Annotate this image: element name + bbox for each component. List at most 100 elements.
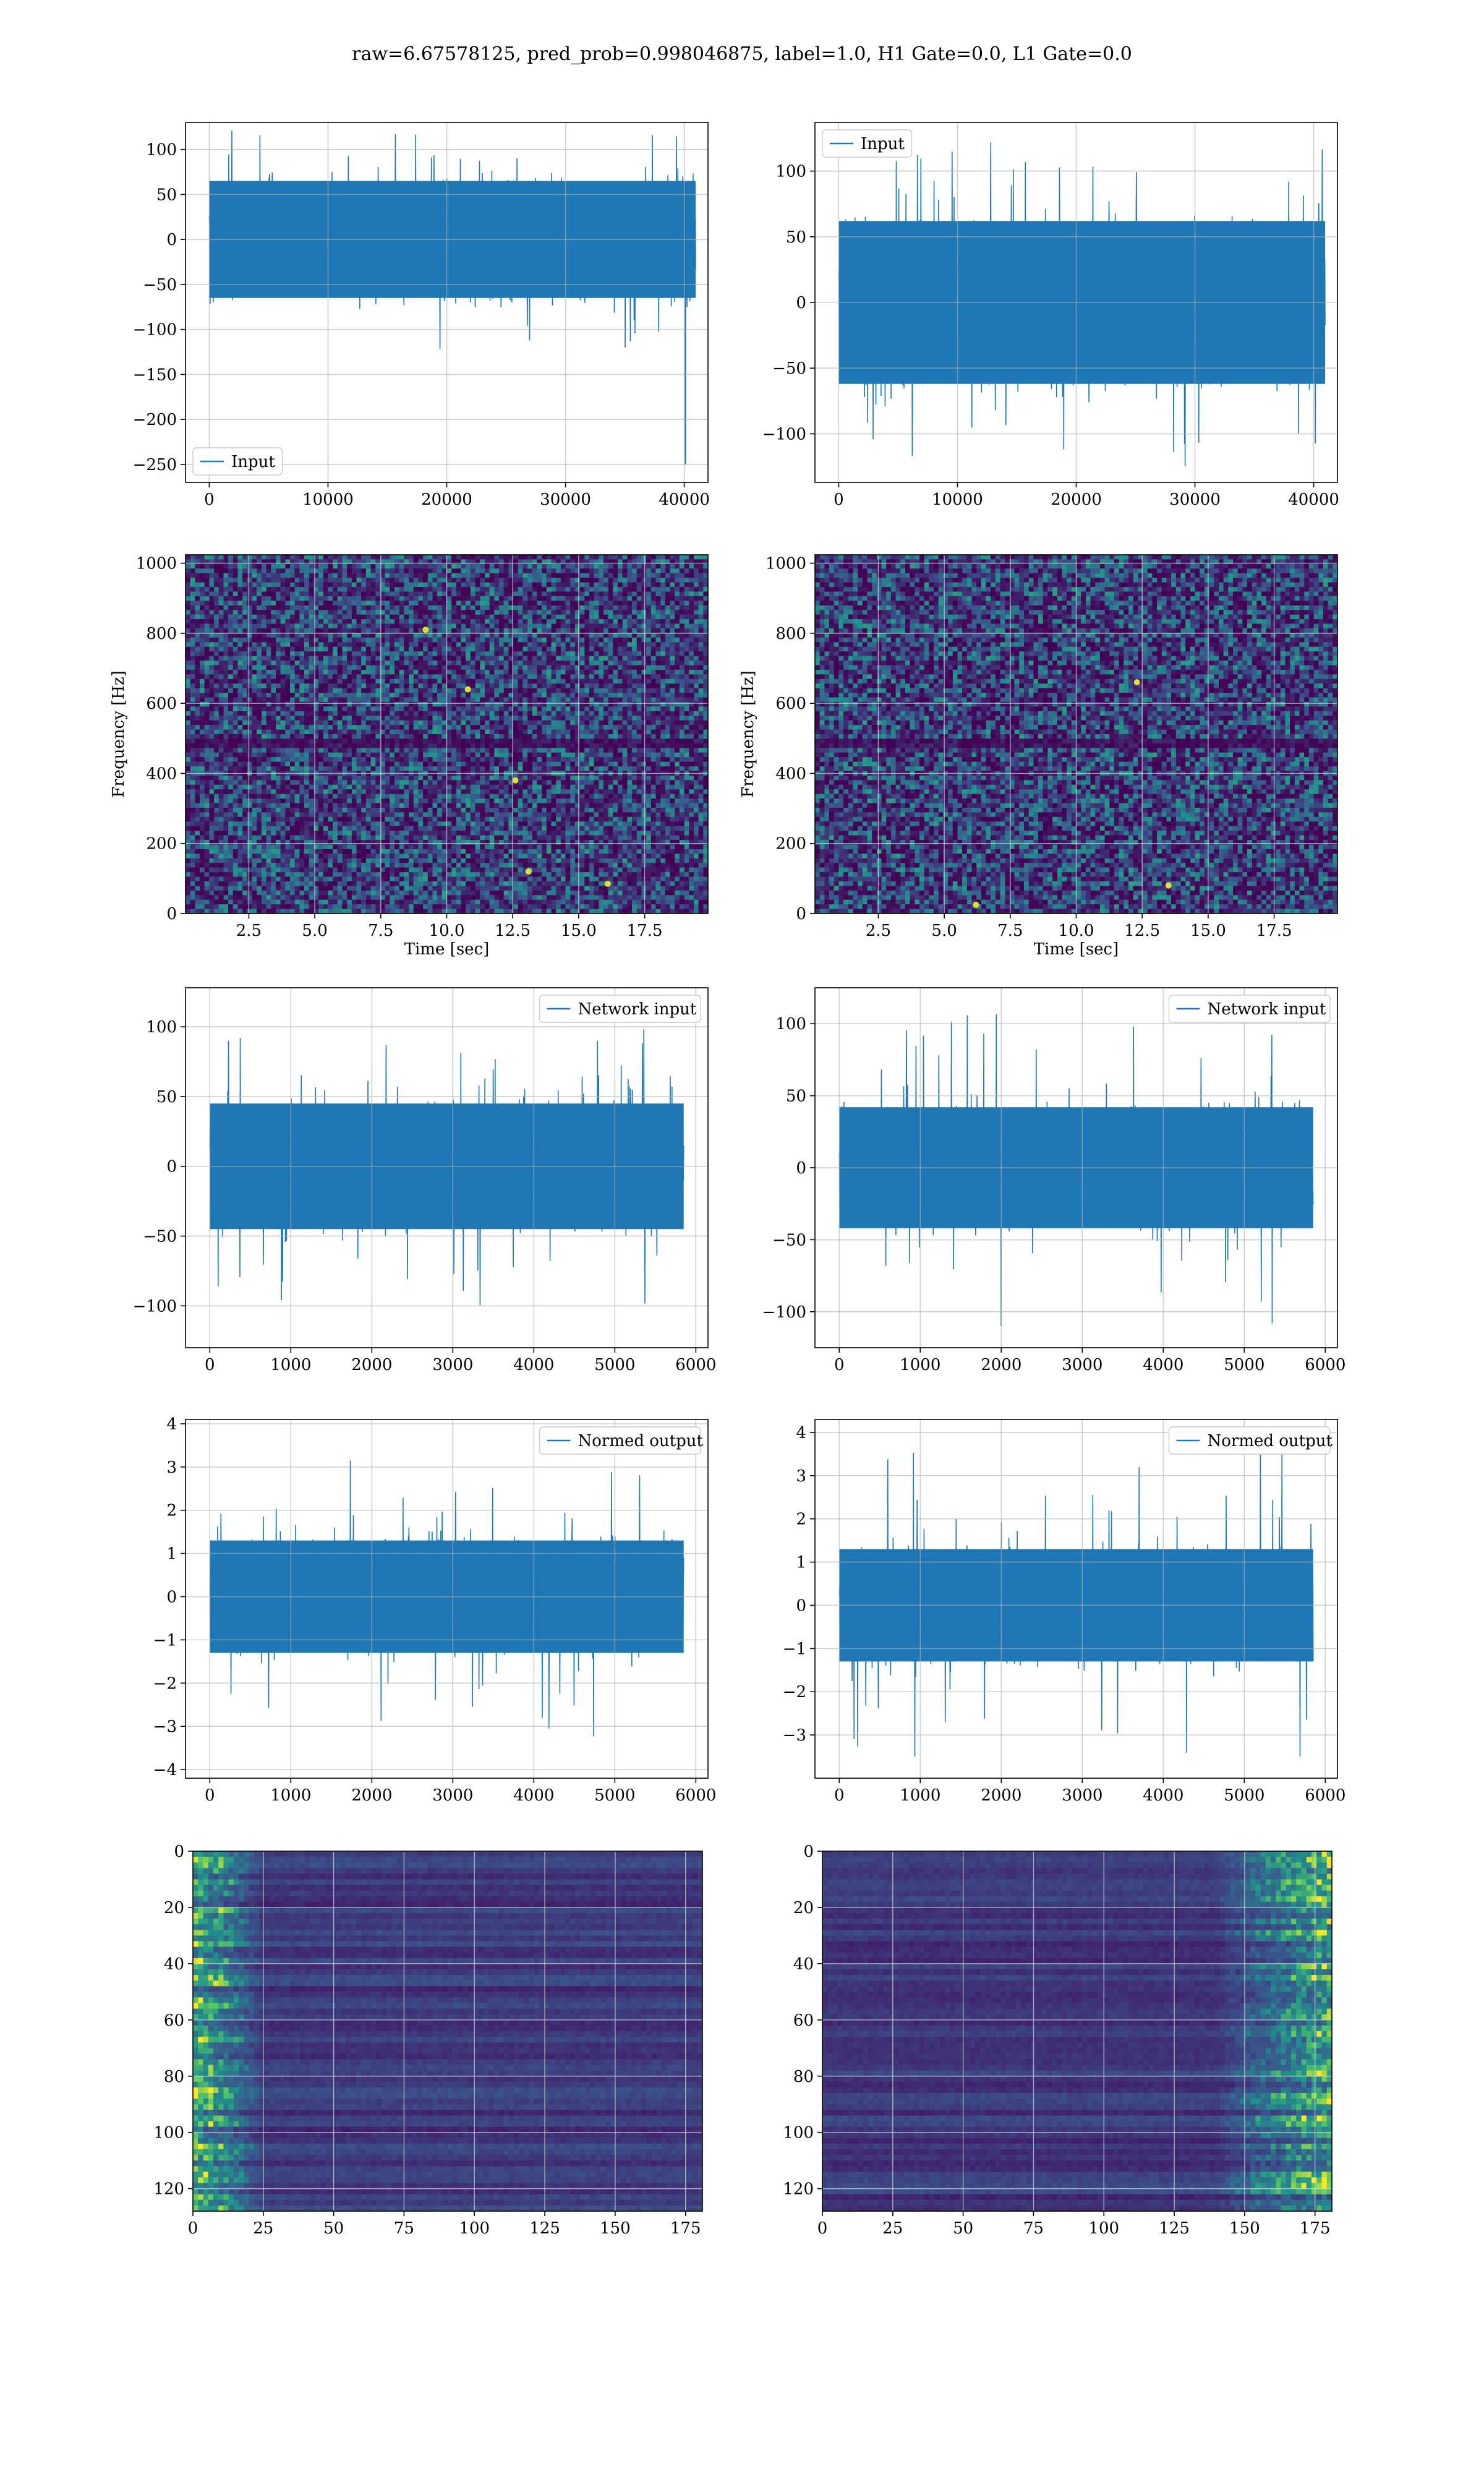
- heatmap-cell: [214, 803, 220, 808]
- heatmap-cell: [351, 890, 357, 896]
- heatmap-cell: [266, 578, 271, 583]
- heatmap-cell: [361, 665, 367, 670]
- heatmap-cell: [466, 826, 471, 831]
- heatmap-cell: [480, 812, 485, 818]
- heatmap-cell: [242, 808, 248, 813]
- heatmap-cell: [385, 849, 390, 854]
- heatmap-cell: [337, 849, 343, 854]
- heatmap-cell: [427, 904, 433, 910]
- heatmap-cell: [190, 835, 195, 841]
- heatmap-cell: [214, 909, 220, 914]
- heatmap-cell: [409, 623, 414, 629]
- heatmap-cell: [432, 780, 438, 785]
- heatmap-cell: [328, 601, 333, 606]
- heatmap-cell: [437, 803, 443, 808]
- heatmap-cell: [380, 720, 386, 726]
- heatmap-cell: [365, 738, 372, 744]
- heatmap-cell: [318, 766, 324, 772]
- legend: Input: [822, 129, 913, 158]
- heatmap-cell: [456, 614, 462, 620]
- heatmap-cell: [456, 738, 462, 744]
- heatmap-cell: [385, 766, 390, 772]
- heatmap-cell: [280, 867, 286, 873]
- heatmap-cell: [466, 610, 471, 615]
- heatmap-cell: [466, 899, 471, 905]
- heatmap-cell: [266, 591, 271, 597]
- heatmap-cell: [380, 661, 386, 666]
- heatmap-cell: [475, 596, 480, 601]
- heatmap-cell: [294, 693, 300, 698]
- heatmap-cell: [200, 646, 205, 652]
- heatmap-cell: [394, 683, 400, 689]
- heatmap-cell: [390, 688, 395, 693]
- heatmap-cell: [361, 899, 367, 905]
- heatmap-cell: [337, 789, 343, 795]
- heatmap-cell: [441, 628, 448, 633]
- heatmap-cell: [242, 651, 248, 657]
- y-tick-label: −50: [143, 276, 177, 294]
- heatmap-cell: [209, 559, 215, 565]
- heatmap-cell: [451, 803, 457, 808]
- heatmap-cell: [337, 876, 343, 882]
- heatmap-cell: [290, 642, 296, 648]
- heatmap-cell: [480, 803, 485, 808]
- heatmap-cell: [361, 688, 367, 693]
- heatmap-cell: [280, 720, 286, 726]
- heatmap-cell: [266, 656, 271, 661]
- heatmap-cell: [361, 619, 367, 625]
- heatmap-cell: [252, 693, 257, 698]
- heatmap-cell: [280, 669, 286, 675]
- heatmap-cell: [247, 578, 253, 583]
- heatmap-cell: [427, 831, 433, 836]
- heatmap-cell: [475, 665, 480, 670]
- heatmap-cell: [261, 808, 267, 813]
- heatmap-cell: [232, 646, 239, 652]
- heatmap-cell: [237, 697, 243, 703]
- heatmap-cell: [209, 601, 215, 606]
- heatmap-cell: [195, 899, 200, 905]
- heatmap-cell: [337, 748, 343, 753]
- heatmap-cell: [186, 858, 191, 863]
- heatmap-cell: [385, 863, 390, 868]
- heatmap-cell: [437, 794, 443, 799]
- heatmap-cell: [261, 720, 267, 726]
- heatmap-cell: [266, 669, 271, 675]
- heatmap-cell: [342, 669, 348, 675]
- heatmap-cell: [456, 669, 462, 675]
- heatmap-cell: [299, 816, 305, 822]
- heatmap-cell: [404, 803, 409, 808]
- heatmap-cell: [446, 895, 452, 901]
- heatmap-cell: [375, 573, 381, 578]
- heatmap-cell: [456, 661, 462, 666]
- heatmap-cell: [475, 683, 480, 689]
- heatmap-cell: [186, 693, 191, 698]
- heatmap-cell: [323, 748, 329, 753]
- heatmap-cell: [328, 716, 333, 721]
- heatmap-cell: [365, 780, 372, 785]
- heatmap-cell: [195, 844, 200, 850]
- heatmap-cell: [261, 863, 267, 868]
- heatmap-cell: [261, 563, 267, 569]
- heatmap-cell: [470, 766, 476, 772]
- heatmap-cell: [390, 674, 395, 680]
- heatmap-cell: [361, 849, 367, 854]
- heatmap-cell: [456, 789, 462, 795]
- heatmap-cell: [285, 854, 291, 859]
- heatmap-cell: [466, 743, 471, 748]
- heatmap-cell: [409, 711, 414, 716]
- heatmap-cell: [351, 840, 357, 845]
- heatmap-cell: [271, 661, 276, 666]
- heatmap-cell: [200, 743, 205, 748]
- heatmap-cell: [247, 678, 253, 684]
- heatmap-cell: [285, 789, 291, 795]
- heatmap-cell: [209, 867, 215, 873]
- heatmap-cell: [342, 808, 348, 813]
- heatmap-cell: [252, 761, 257, 767]
- heatmap-cell: [432, 798, 438, 804]
- heatmap-cell: [427, 716, 433, 721]
- heatmap-cell: [247, 725, 253, 730]
- heatmap-cell: [385, 784, 390, 790]
- heatmap-cell: [200, 587, 205, 593]
- heatmap-cell: [276, 555, 281, 560]
- heatmap-cell: [361, 591, 367, 597]
